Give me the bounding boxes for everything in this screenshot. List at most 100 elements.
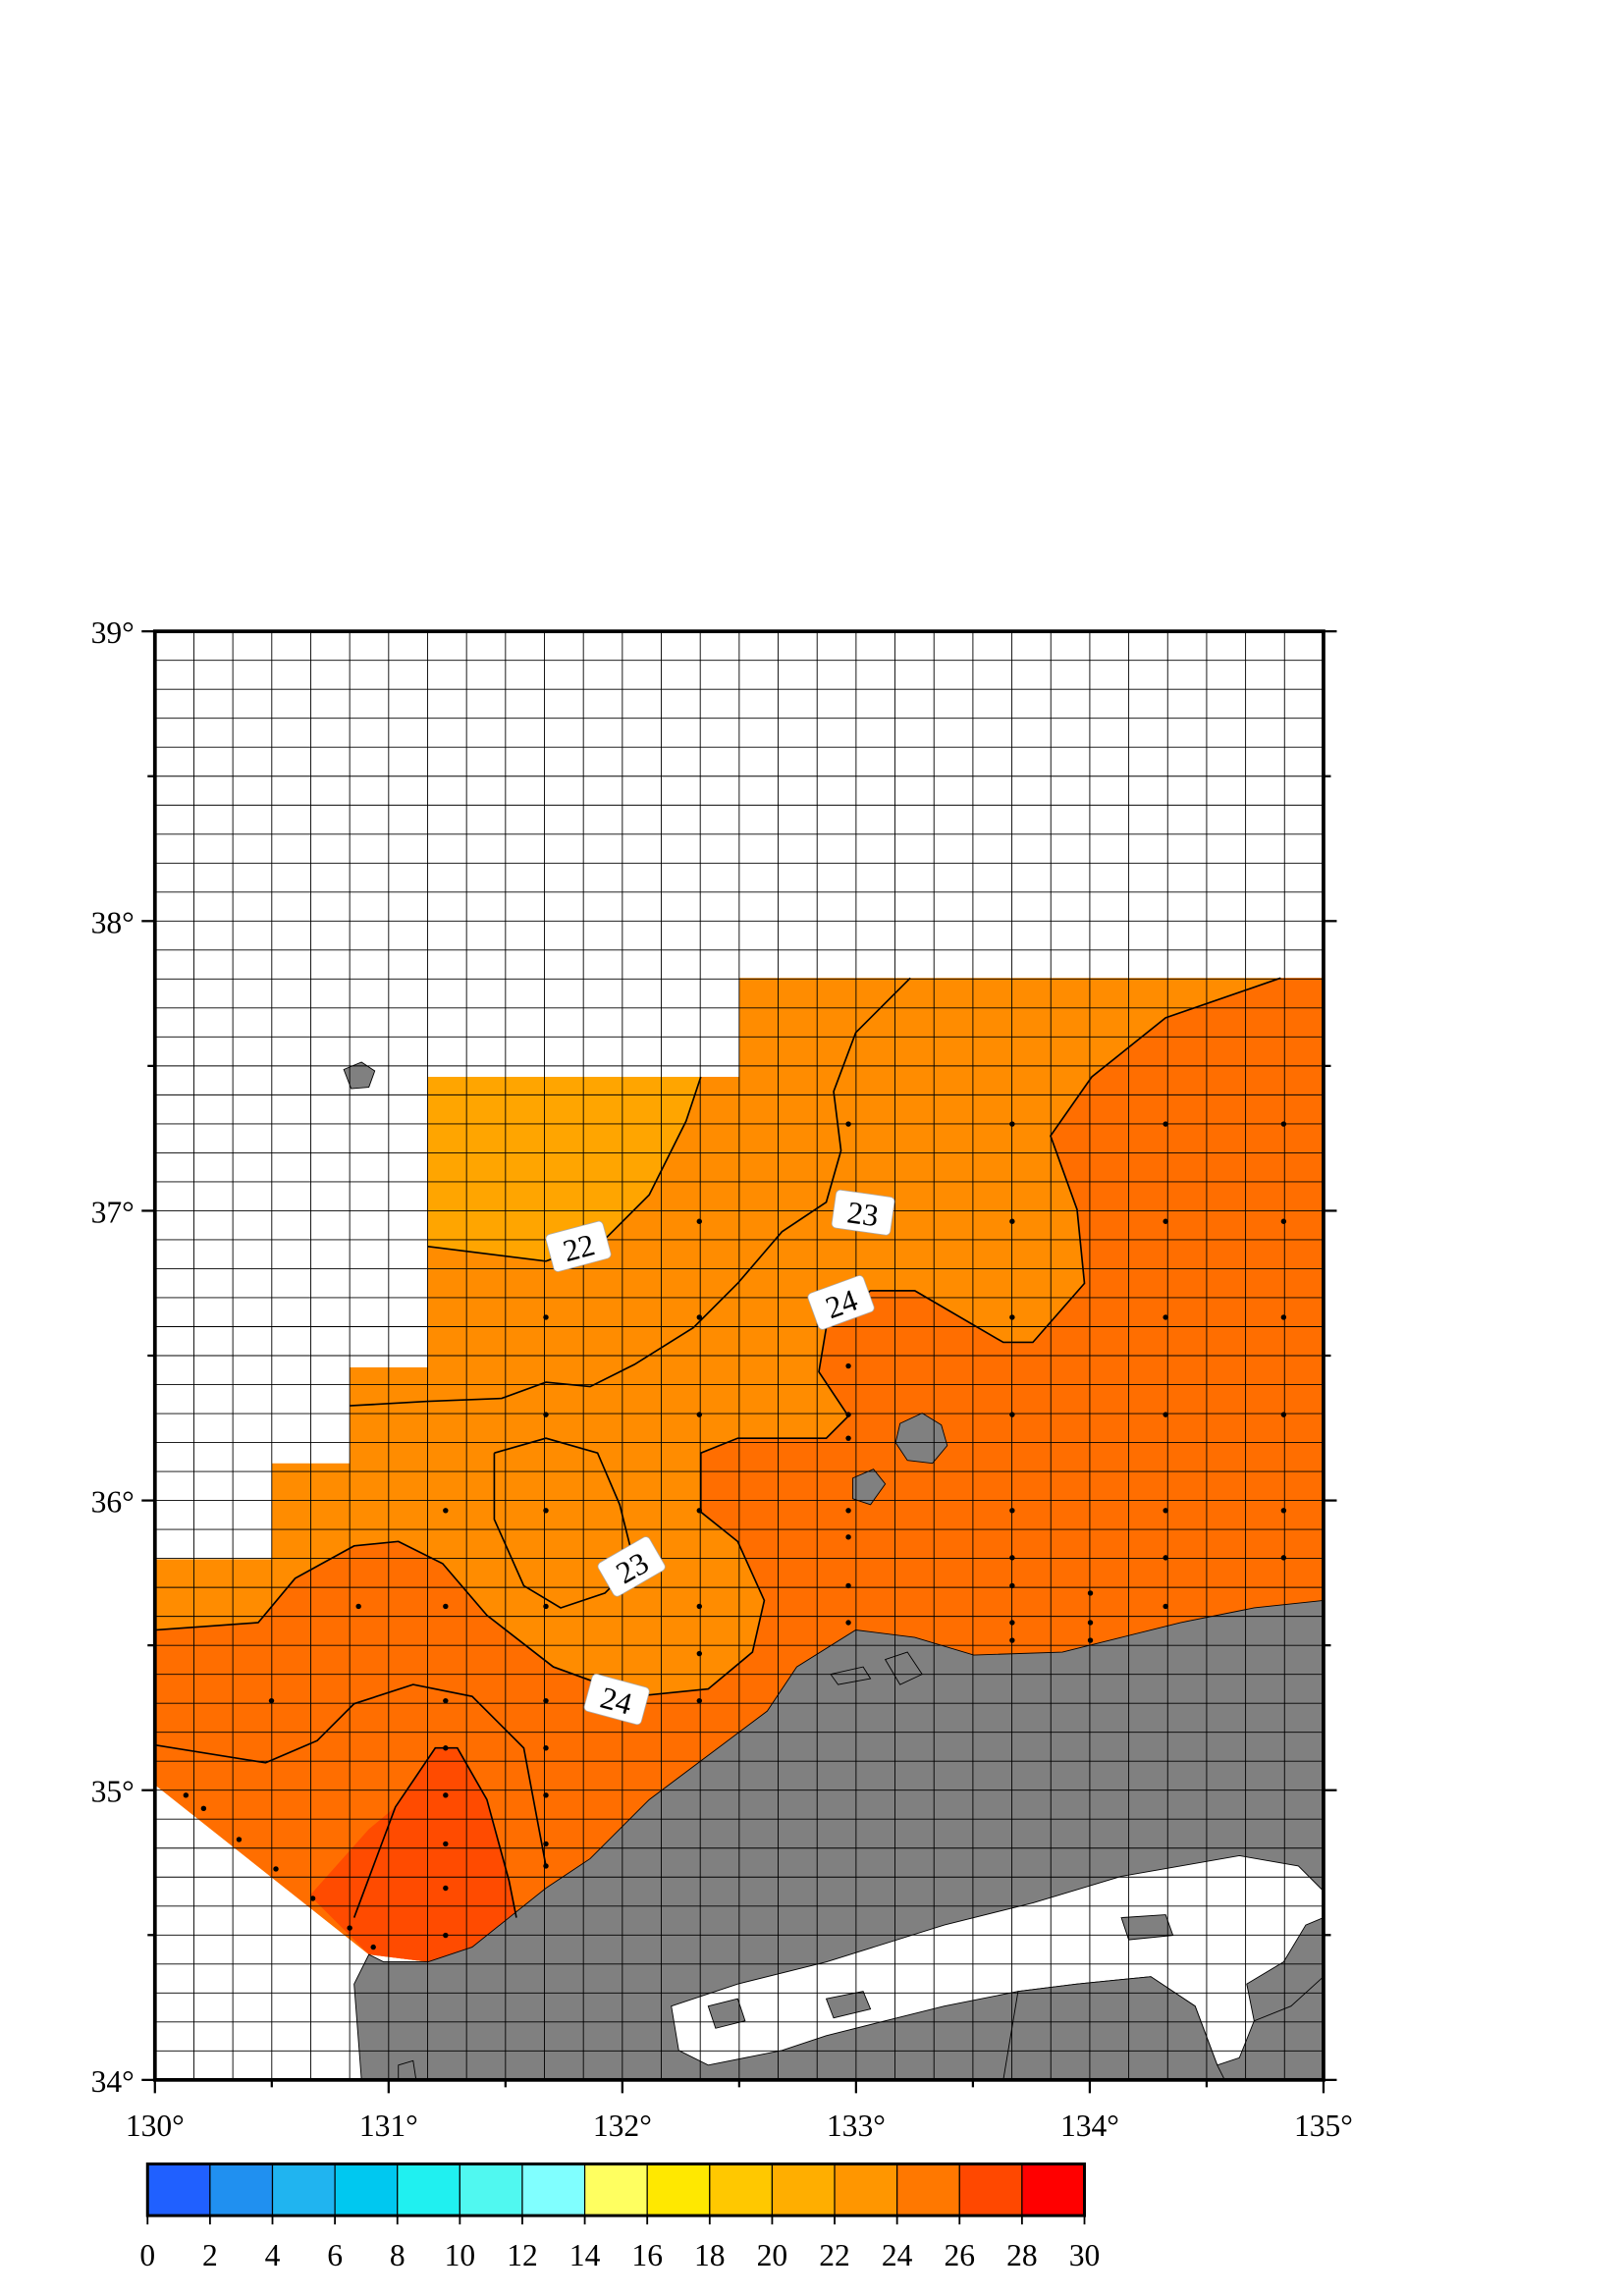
station-dot [443, 1603, 449, 1610]
colorbar-label: 24 [882, 2238, 913, 2272]
colorbar-label: 8 [390, 2238, 406, 2272]
contour-label: 24 [583, 1674, 650, 1726]
colorbar-label: 0 [139, 2238, 155, 2272]
colorbar-swatch [709, 2163, 774, 2216]
colorbar-swatch [334, 2163, 399, 2216]
colorbar-frame [145, 2163, 1087, 2217]
station-dot [1009, 1555, 1015, 1561]
station-dot [1280, 1555, 1287, 1561]
station-dot [273, 1866, 279, 1872]
station-dot [845, 1620, 851, 1626]
colorbar-label: 6 [327, 2238, 343, 2272]
colorbar-label: 20 [757, 2238, 788, 2272]
station-dot [543, 1745, 549, 1751]
colorbar-label: 16 [631, 2238, 663, 2272]
label-box [545, 1220, 612, 1272]
station-dot [1163, 1218, 1168, 1224]
station-dot [443, 1932, 449, 1939]
lon-label: 134° [1060, 2109, 1119, 2143]
lat-label: 35° [91, 1775, 135, 1809]
station-dot [1009, 1412, 1015, 1417]
station-dot [543, 1792, 549, 1798]
station-dot [845, 1534, 851, 1540]
station-dot [696, 1314, 702, 1320]
colorbar-swatch [771, 2163, 836, 2216]
contour-label: 23 [831, 1189, 895, 1236]
lat-label: 37° [91, 1195, 135, 1229]
station-dot [1009, 1582, 1015, 1589]
station-dot [347, 1925, 352, 1931]
colorbar-swatch [146, 2163, 211, 2216]
station-dot [1280, 1508, 1287, 1514]
colorbar-label: 10 [445, 2238, 476, 2272]
station-dot [443, 1885, 449, 1892]
station-dot [1280, 1314, 1287, 1320]
colorbar-swatch [896, 2163, 960, 2216]
colorbar-swatch [958, 2163, 1023, 2216]
contour-line [352, 1746, 517, 1918]
station-dot [845, 1582, 851, 1589]
colorbar-swatch [834, 2163, 898, 2216]
station-dot [543, 1697, 549, 1704]
colorbar-swatch [1021, 2163, 1086, 2216]
lat-label: 38° [91, 905, 135, 939]
island [830, 1666, 872, 1685]
label-box [807, 1275, 875, 1330]
label-box [831, 1189, 895, 1236]
station-dot [236, 1837, 243, 1842]
station-dot [1087, 1590, 1094, 1596]
contour-label: 22 [545, 1220, 612, 1272]
lon-label: 131° [359, 2109, 418, 2143]
colorbar-swatch [271, 2163, 336, 2216]
station-dot [543, 1314, 549, 1320]
station-dot [696, 1697, 702, 1704]
station-dot [1009, 1314, 1015, 1320]
station-dot [845, 1362, 851, 1369]
station-dot [845, 1435, 851, 1441]
station-dot [1009, 1218, 1015, 1224]
stations [183, 1121, 1287, 1950]
station-dot [355, 1603, 361, 1610]
lon-label: 132° [593, 2109, 652, 2143]
island [707, 1998, 746, 2029]
station-dot [1009, 1121, 1015, 1127]
contour-label: 24 [807, 1275, 875, 1330]
station-dot [200, 1805, 207, 1812]
station-dot [443, 1792, 449, 1798]
station-dot [1009, 1637, 1015, 1643]
contour-line [350, 977, 911, 1407]
station-dot [696, 1412, 702, 1417]
lat-label: 36° [91, 1485, 135, 1520]
station-dot [543, 1841, 549, 1847]
colorbar-swatch [397, 2163, 460, 2216]
label-box [597, 1536, 666, 1597]
colorbar-label: 26 [945, 2238, 976, 2272]
station-dot [696, 1650, 702, 1657]
colorbar-label: 30 [1069, 2238, 1101, 2272]
station-dot [183, 1792, 189, 1798]
colorbar-label: 12 [507, 2238, 538, 2272]
contour-line [154, 977, 1281, 1697]
station-dot [443, 1508, 449, 1514]
station-dot [543, 1508, 549, 1514]
lat-label: 34° [91, 2064, 135, 2099]
station-dot [1163, 1412, 1168, 1417]
lat-label: 39° [91, 615, 135, 650]
station-dot [1280, 1412, 1287, 1417]
land [343, 1061, 1325, 2081]
station-dot [696, 1218, 702, 1224]
colorbar-label: 18 [694, 2238, 726, 2272]
grid [154, 631, 1324, 2080]
field-26-28 [309, 1747, 516, 1962]
station-dot [543, 1863, 549, 1869]
station-dot [845, 1412, 851, 1417]
colorbar-swatch [459, 2163, 523, 2216]
station-dot [1163, 1314, 1168, 1320]
lon-label: 135° [1294, 2109, 1353, 2143]
island [825, 1991, 872, 2019]
contour-line [154, 1683, 547, 1867]
station-dot [543, 1603, 549, 1610]
station-dot [443, 1841, 449, 1847]
